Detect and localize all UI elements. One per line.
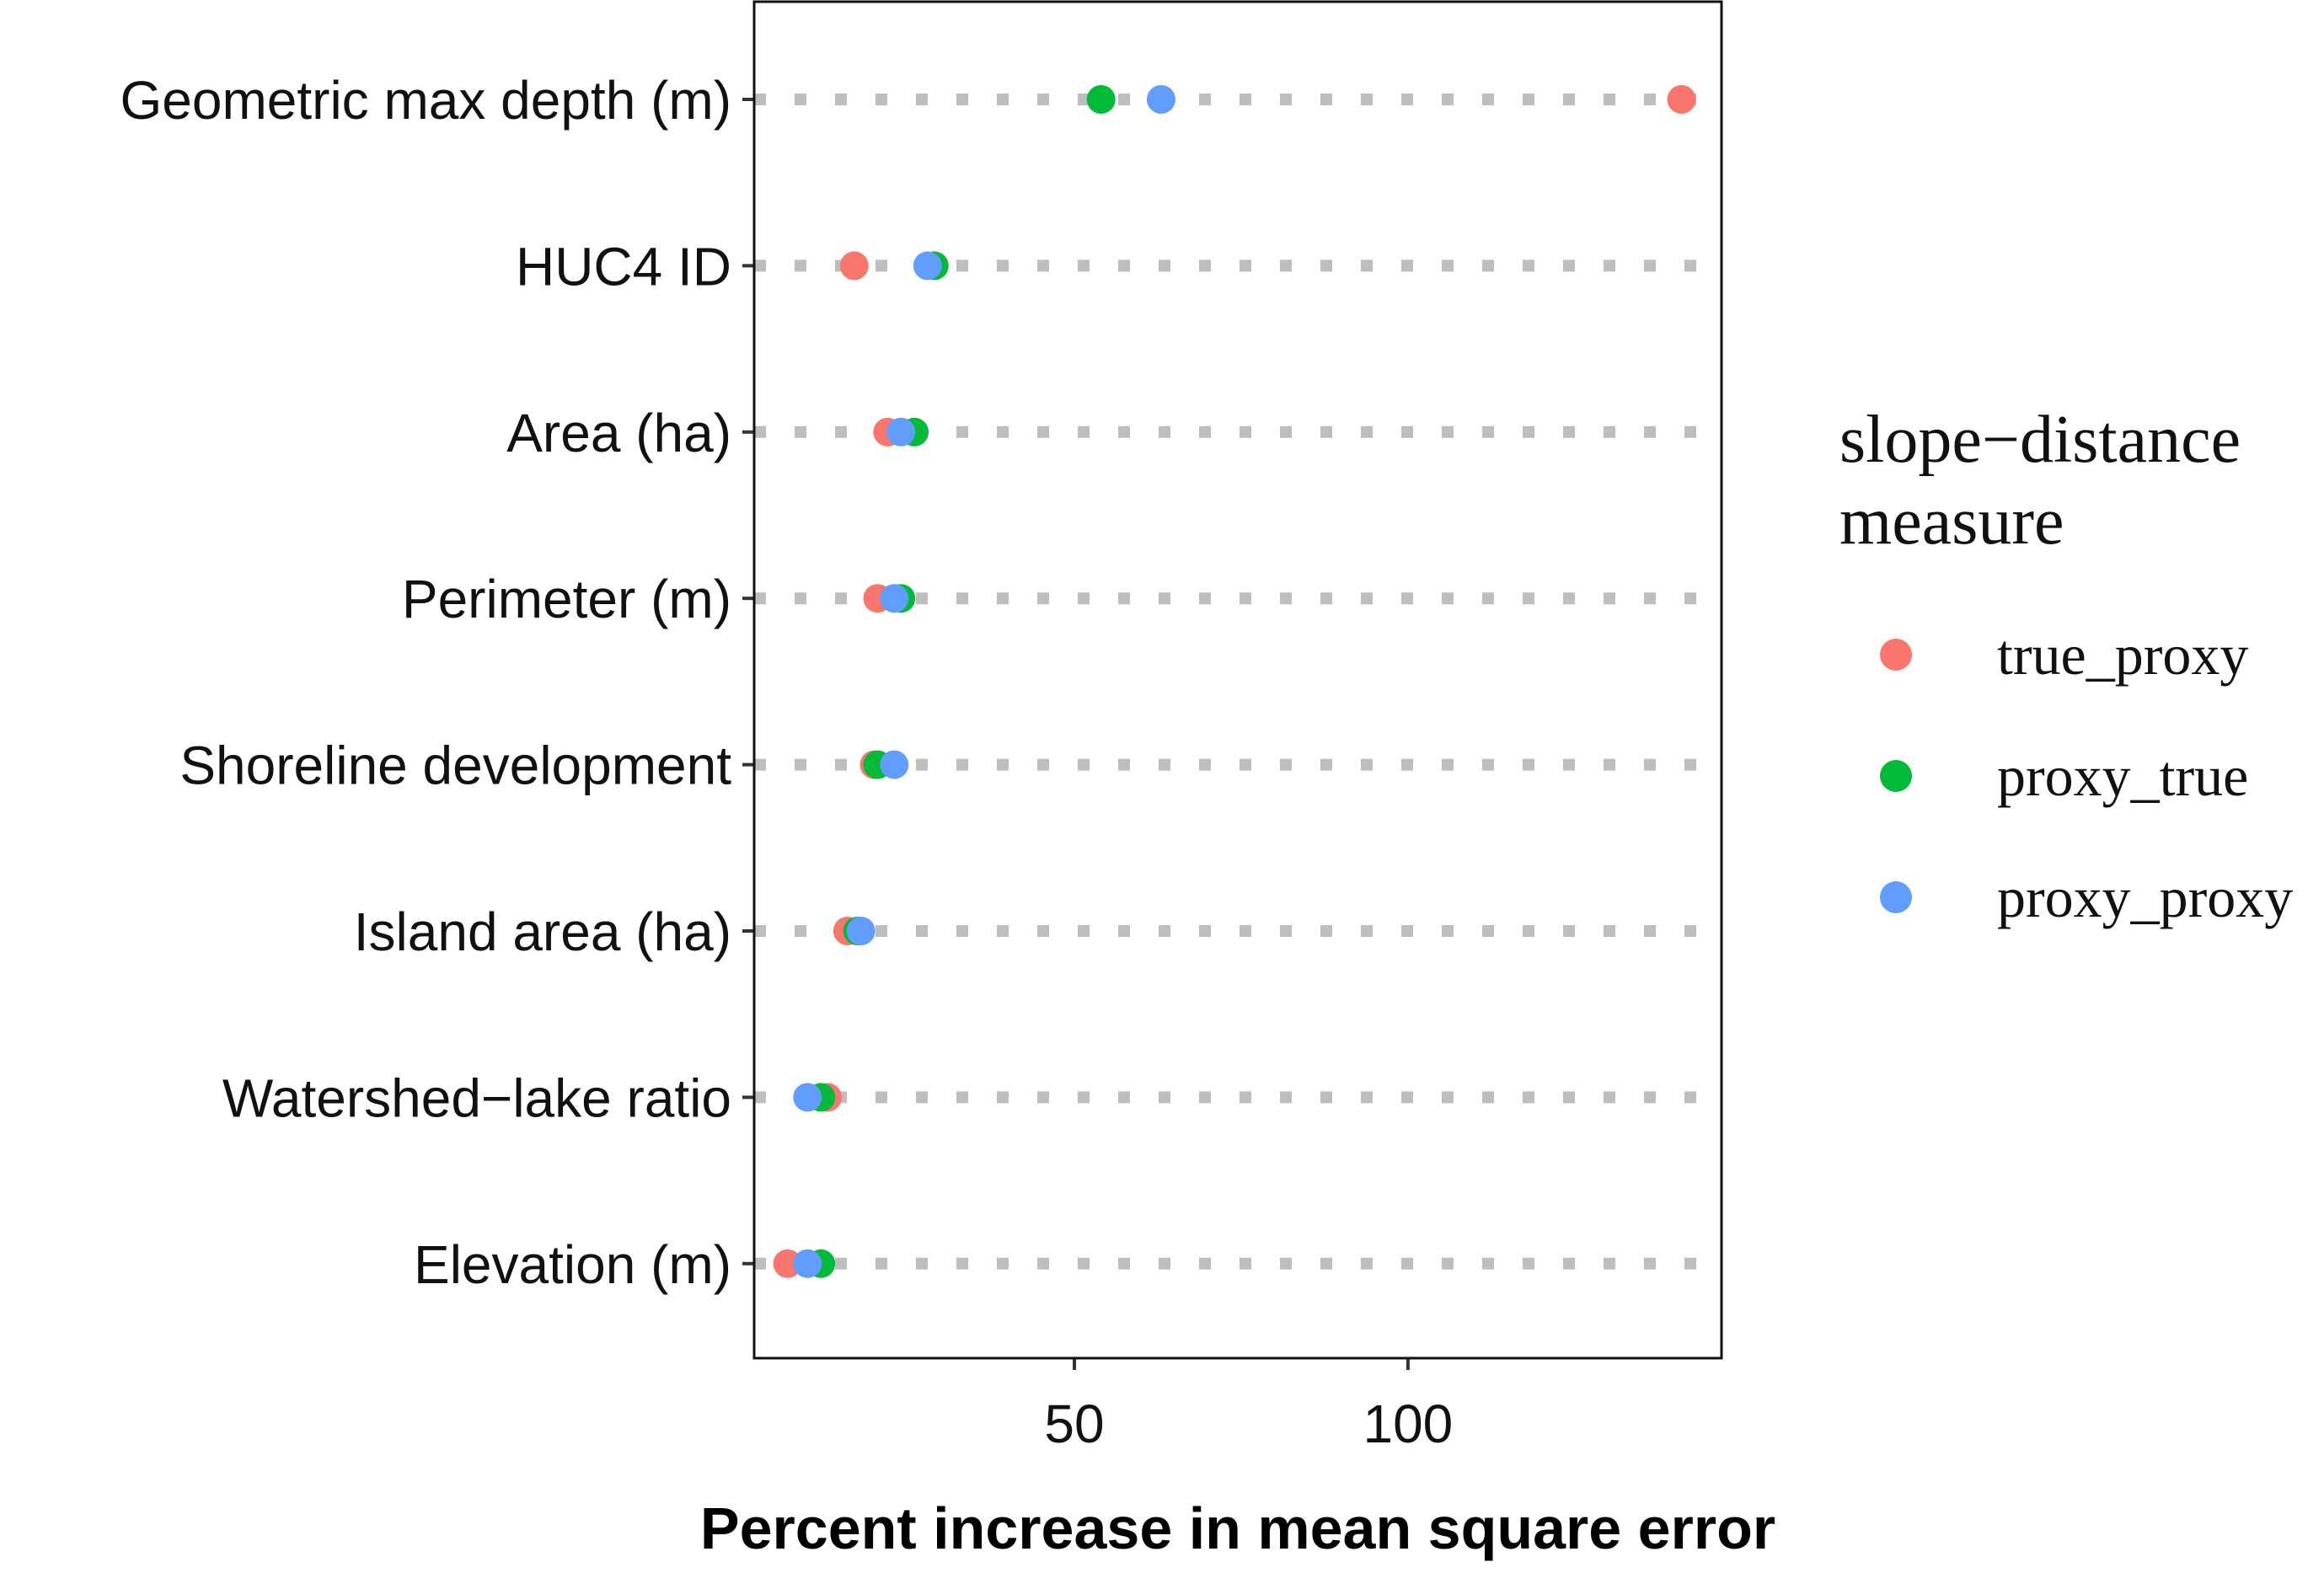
plot-panel-border bbox=[752, 0, 1723, 1360]
point-proxy_proxy bbox=[846, 917, 876, 945]
y-axis-label: Area (ha) bbox=[506, 403, 731, 463]
legend-key-proxy_true bbox=[1880, 760, 1912, 792]
y-axis-label: HUC4 ID bbox=[516, 236, 731, 297]
gridlines bbox=[754, 94, 1722, 1270]
y-axis-label: Perimeter (m) bbox=[402, 569, 731, 629]
point-proxy_proxy bbox=[793, 1249, 822, 1278]
point-proxy_proxy bbox=[880, 584, 909, 613]
legend-title-line-2: measure bbox=[1839, 484, 2064, 559]
y-axis-label: Elevation (m) bbox=[414, 1234, 731, 1295]
x-axis-title: Percent increase in mean square error bbox=[700, 1495, 1775, 1561]
legend-items: true_proxy proxy_true proxy_proxy bbox=[1880, 623, 2293, 929]
y-axis-ticks bbox=[742, 98, 754, 1265]
y-axis-label: Watershed−lake ratio bbox=[222, 1067, 731, 1128]
point-true_proxy bbox=[773, 1249, 802, 1278]
legend-label-proxy_true: proxy_true bbox=[1997, 744, 2248, 808]
x-axis-ticks: 50 100 bbox=[1044, 1358, 1453, 1454]
y-axis-labels: Geometric max depth (m) HUC4 ID Area (ha) P… bbox=[120, 70, 731, 1295]
y-axis-label: Geometric max depth (m) bbox=[120, 70, 731, 131]
point-proxy_proxy bbox=[886, 417, 916, 447]
point-proxy_true bbox=[1086, 85, 1116, 114]
x-tick-label: 50 bbox=[1044, 1394, 1104, 1454]
legend: slope−distance measure true_proxy proxy_t… bbox=[1839, 403, 2293, 929]
point-proxy_proxy bbox=[793, 1083, 822, 1112]
legend-label-true_proxy: true_proxy bbox=[1997, 623, 2248, 687]
point-proxy_proxy bbox=[1146, 85, 1175, 114]
point-true_proxy bbox=[1667, 85, 1696, 114]
data-points bbox=[773, 85, 1696, 1278]
legend-key-proxy_proxy bbox=[1880, 881, 1912, 913]
legend-key-true_proxy bbox=[1880, 639, 1912, 671]
y-axis-label: Shoreline development bbox=[179, 736, 731, 796]
legend-title-line-1: slope−distance bbox=[1839, 403, 2241, 477]
y-axis-label: Island area (ha) bbox=[354, 902, 731, 962]
point-true_proxy bbox=[839, 251, 869, 281]
point-proxy_proxy bbox=[880, 750, 909, 779]
x-tick-label: 100 bbox=[1363, 1394, 1453, 1454]
point-proxy_proxy bbox=[913, 251, 942, 281]
legend-label-proxy_proxy: proxy_proxy bbox=[1997, 865, 2293, 929]
